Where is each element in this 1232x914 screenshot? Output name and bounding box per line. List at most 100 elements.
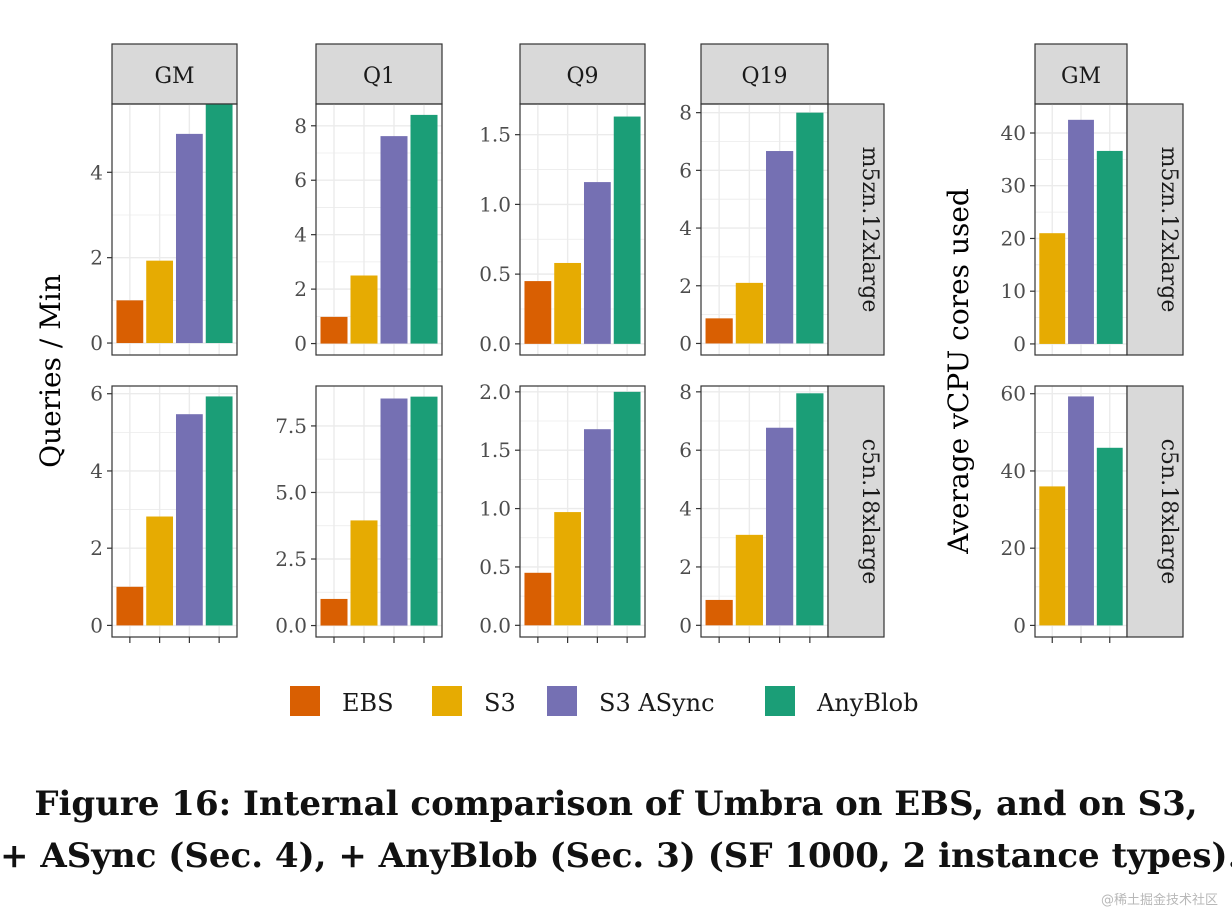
facet-strip-c5n.18xlarge [827, 385, 885, 638]
chart-legend: EBS S3 S3 ASync AnyBlob [290, 686, 918, 717]
bar-ebs [705, 599, 733, 626]
bar-s3 [735, 282, 763, 344]
legend-swatch-ebs [290, 686, 320, 716]
facet-strip-gm [111, 43, 238, 105]
caption-line-2: + ASync (Sec. 4), + AnyBlob (Sec. 3) (SF… [0, 836, 1232, 876]
y-tick-label: 0 [294, 332, 307, 356]
y-tick-label: 2 [679, 274, 692, 298]
y-tick-label: 30 [1001, 174, 1026, 198]
legend-label: S3 [484, 689, 516, 717]
bar-ebs [524, 572, 552, 626]
bar-anyblob [410, 114, 438, 344]
y-tick-label: 1.5 [479, 123, 511, 147]
y-tick-label: 6 [679, 438, 692, 462]
bar-s3-async [175, 414, 203, 626]
bar-s3 [735, 534, 763, 626]
facet-strip-q1 [315, 43, 443, 105]
y-tick-label: 0 [1013, 613, 1026, 637]
y-tick-label: 6 [679, 158, 692, 182]
y-tick-label: 0.0 [275, 614, 307, 638]
y-tick-label: 8 [294, 114, 307, 138]
y-tick-label: 0.5 [479, 555, 511, 579]
bar-s3-async [175, 133, 203, 344]
bar-s3 [1039, 233, 1066, 344]
bar-anyblob [1096, 150, 1123, 344]
panel-q1-c5n.18xlarge: 0.0 2.5 5.0 7.5 [275, 385, 443, 643]
y-tick-label: 2 [90, 536, 103, 560]
panel-border [519, 103, 646, 356]
panel-border [111, 103, 238, 356]
bar-s3 [554, 512, 582, 626]
facet-strip-c5n.18xlarge [1126, 385, 1184, 638]
panel-q19-c5n.18xlarge: 0 2 4 6 8 [679, 380, 829, 643]
bar-s3 [146, 260, 174, 344]
bar-anyblob [1096, 447, 1123, 626]
y-tick-label: 7.5 [275, 414, 307, 438]
figure-caption: Figure 16: Internal comparison of Umbra … [0, 778, 1232, 882]
legend-swatch-s3 [432, 686, 462, 716]
bar-anyblob [796, 112, 824, 344]
legend-label: AnyBlob [816, 689, 918, 717]
facet-label: Q9 [566, 64, 598, 89]
y-tick-label: 4 [679, 216, 692, 240]
bar-s3-async [766, 151, 794, 344]
y-tick-label: 6 [90, 382, 103, 406]
panel-gm-c5n.18xlarge: 0 20 40 60 [1001, 382, 1128, 643]
y-tick-label: 6 [294, 168, 307, 192]
legend-label: S3 ASync [599, 689, 715, 717]
caption-line-1: Figure 16: Internal comparison of Umbra … [34, 784, 1198, 824]
y-tick-label: 2.0 [479, 380, 511, 404]
y-tick-label: 2 [90, 246, 103, 270]
bar-ebs [705, 318, 733, 344]
chart-panels: GM Q1 Q9 Q19024024680.00.51.01.50246802460.… [34, 43, 1184, 643]
bar-ebs [320, 598, 348, 626]
y-tick-label: 0.0 [479, 332, 511, 356]
facet-strip-q19 [700, 43, 829, 105]
bar-anyblob [796, 393, 824, 626]
legend-label: EBS [342, 689, 394, 717]
bar-anyblob [613, 391, 641, 626]
panel-border [519, 385, 646, 638]
bar-ebs [116, 300, 144, 344]
y-tick-label: 0 [679, 331, 692, 355]
panel-q19-m5zn.12xlarge: 0 2 4 6 8 [679, 101, 829, 356]
facet-label: GM [154, 64, 194, 89]
bar-s3-async [1068, 396, 1094, 626]
panel-gm-c5n.18xlarge: 0 2 4 6 [90, 382, 238, 643]
y-tick-label: 0 [90, 331, 103, 355]
legend-swatch-s3-async [547, 686, 577, 716]
panel-q9-m5zn.12xlarge: 0.0 0.5 1.0 1.5 [479, 103, 646, 356]
y-axis-title: Queries / Min [34, 274, 67, 468]
y-tick-label: 4 [90, 459, 103, 483]
y-tick-label: 1.0 [479, 192, 511, 216]
y-tick-label: 20 [1001, 226, 1026, 250]
bar-anyblob [205, 104, 233, 344]
y-tick-label: 40 [1001, 121, 1026, 145]
y-tick-label: 10 [1001, 279, 1026, 303]
facet-strip-m5zn.12xlarge [1126, 103, 1184, 356]
bar-s3-async [766, 427, 794, 626]
bar-s3-async [583, 429, 611, 626]
bar-ebs [116, 586, 144, 626]
y-tick-label: 0 [90, 613, 103, 637]
y-tick-label: 40 [1001, 459, 1026, 483]
panel-border [315, 103, 443, 356]
facet-row-label: c5n.18xlarge [1156, 439, 1181, 585]
bar-anyblob [613, 116, 641, 344]
y-tick-label: 2 [679, 555, 692, 579]
panel-q1-m5zn.12xlarge: 0 2 4 6 8 [294, 103, 443, 356]
y-tick-label: 1.0 [479, 497, 511, 521]
bar-s3 [554, 262, 582, 344]
panel-gm-m5zn.12xlarge: 0 10 20 30 40 [1001, 103, 1128, 356]
facet-strip-q9 [519, 43, 646, 105]
bar-s3-async [1068, 119, 1094, 344]
y-tick-label: 4 [294, 223, 307, 247]
facet-label: Q1 [363, 64, 395, 89]
bar-anyblob [205, 396, 233, 626]
y-tick-label: 4 [90, 160, 103, 184]
facet-row-label: c5n.18xlarge [857, 439, 882, 585]
y-tick-label: 5.0 [275, 480, 307, 504]
panel-border [111, 385, 238, 638]
y-tick-label: 8 [679, 101, 692, 125]
